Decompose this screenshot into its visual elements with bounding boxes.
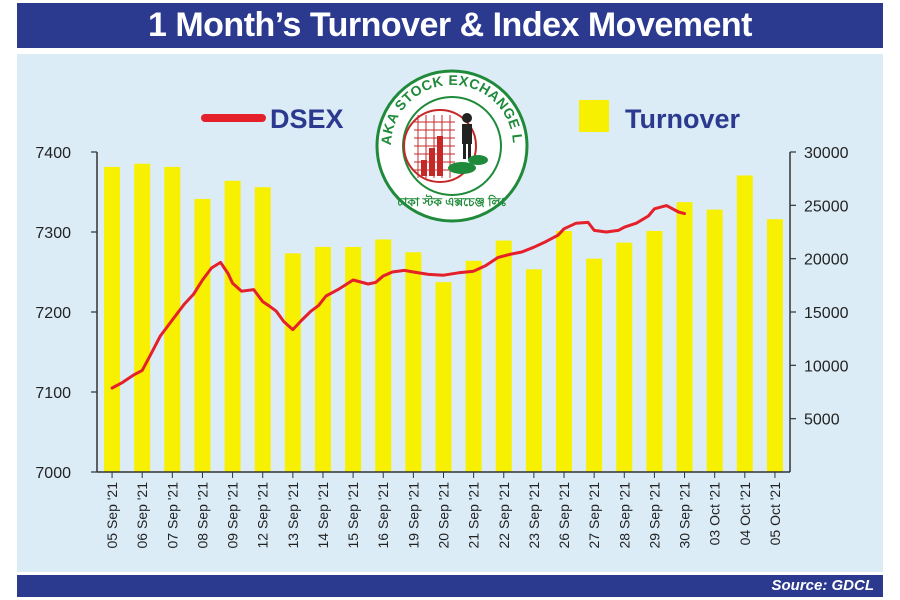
- x-tick-label: 05 Oct '21: [767, 482, 783, 546]
- turnover-bar: [586, 258, 603, 472]
- turnover-bar: [616, 242, 633, 472]
- x-tick-label: 08 Sep '21: [194, 482, 210, 549]
- turnover-bar: [676, 202, 693, 472]
- left-tick-label: 7100: [35, 385, 71, 402]
- turnover-bar: [646, 230, 663, 472]
- x-tick-label: 12 Sep '21: [255, 482, 271, 549]
- x-tick-label: 26 Sep '21: [556, 482, 572, 549]
- right-tick-label: 10000: [804, 358, 849, 375]
- x-tick-label: 14 Sep '21: [315, 482, 331, 549]
- left-tick-label: 7000: [35, 465, 71, 482]
- left-tick-label: 7300: [35, 225, 71, 242]
- x-tick-label: 04 Oct '21: [737, 482, 753, 546]
- x-tick-label: 28 Sep '21: [616, 482, 632, 549]
- x-tick-label: 05 Sep '21: [104, 482, 120, 549]
- x-tick-label: 06 Sep '21: [134, 482, 150, 549]
- turnover-bar: [375, 239, 392, 472]
- left-tick-label: 7400: [35, 145, 71, 162]
- turnover-bar: [254, 187, 271, 472]
- right-tick-label: 15000: [804, 305, 849, 322]
- chart-title: 1 Month’s Turnover & Index Movement: [17, 3, 883, 48]
- source-credit: Source: GDCL: [771, 577, 874, 594]
- legend-bar-swatch: [579, 100, 609, 132]
- x-tick-label: 20 Sep '21: [436, 482, 452, 549]
- turnover-bar: [736, 175, 753, 472]
- x-tick-label: 22 Sep '21: [496, 482, 512, 549]
- turnover-bar: [134, 163, 151, 472]
- left-tick-label: 7200: [35, 305, 71, 322]
- x-tick-label: 23 Sep '21: [526, 482, 542, 549]
- turnover-bar: [314, 246, 331, 472]
- x-tick-label: 19 Sep '21: [405, 482, 421, 549]
- x-tick-label: 30 Sep '21: [677, 482, 693, 549]
- turnover-bar: [194, 198, 211, 472]
- logo-bottom-text: ঢাকা স্টক এক্সচেঞ্জ লিঃ: [396, 194, 507, 209]
- x-tick-label: 09 Sep '21: [225, 482, 241, 549]
- x-tick-label: 21 Sep '21: [466, 482, 482, 549]
- footer-bar: [17, 575, 883, 597]
- logo-bars-icon: [421, 136, 443, 176]
- x-tick-label: 16 Sep '21: [375, 482, 391, 549]
- turnover-bar: [706, 209, 723, 472]
- turnover-bar: [284, 253, 301, 472]
- logo-leaves-icon: [448, 155, 488, 174]
- legend-label-dsex: DSEX: [270, 104, 344, 134]
- x-tick-label: 13 Sep '21: [285, 482, 301, 549]
- turnover-bar: [766, 219, 783, 472]
- turnover-bar: [495, 240, 512, 472]
- turnover-bar: [525, 269, 542, 472]
- dsex-line-layer: [110, 204, 686, 390]
- turnover-bar: [435, 282, 452, 472]
- turnover-bar: [224, 180, 241, 473]
- axes: 7000 7100 7200 7300 7400 5000 10000 15000 20000 2…: [35, 145, 848, 549]
- legend-label-turnover: Turnover: [625, 104, 741, 134]
- right-tick-label: 5000: [804, 412, 840, 429]
- x-tick-label: 03 Oct '21: [707, 482, 723, 546]
- x-tick-label: 27 Sep '21: [586, 482, 602, 549]
- logo-cog-icon: [403, 109, 477, 183]
- x-tick-label: 15 Sep '21: [345, 482, 361, 549]
- turnover-bar: [465, 260, 482, 472]
- turnover-bar: [556, 230, 573, 472]
- right-tick-label: 25000: [804, 198, 849, 215]
- turnover-bar: [405, 252, 422, 472]
- turnover-bar: [345, 246, 362, 472]
- right-tick-label: 30000: [804, 145, 849, 162]
- turnover-bar: [104, 166, 121, 472]
- logo-figure-icon: [462, 113, 472, 159]
- right-tick-label: 20000: [804, 252, 849, 269]
- x-tick-label: 07 Sep '21: [164, 482, 180, 549]
- legend: DSEX Turnover: [201, 100, 741, 134]
- x-tick-label: 29 Sep '21: [646, 482, 662, 549]
- dsex-line: [110, 204, 686, 390]
